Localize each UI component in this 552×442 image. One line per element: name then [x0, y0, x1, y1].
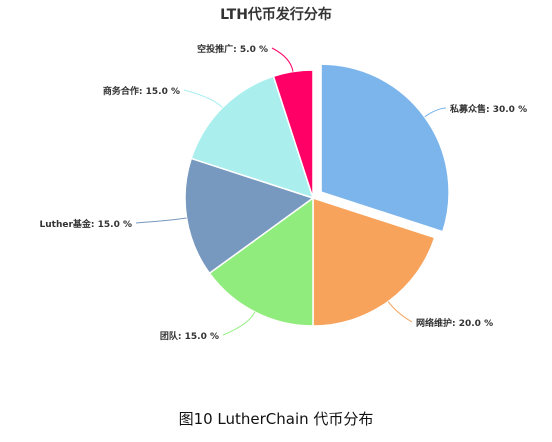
slice-label: 私募众售: 30.0 %: [449, 103, 527, 115]
label-connector: [183, 89, 223, 108]
slice-label: 团队: 15.0 %: [160, 330, 219, 342]
pie-chart: LTH代币发行分布 私募众售: 30.0 % 网络维护: 20.0 % 团队: 15…: [40, 7, 528, 342]
chart-title: LTH代币发行分布: [220, 7, 332, 23]
slice-label: 商务合作: 15.0 %: [103, 85, 180, 97]
pie-svg: 私募众售: 30.0 % 网络维护: 20.0 % 团队: 15.0 % Luther…: [40, 43, 528, 342]
slice-label: Luther基金: 15.0 %: [40, 218, 132, 230]
pie-slice: [272, 69, 314, 199]
label-connector: [387, 301, 413, 323]
pie-slice: [184, 157, 315, 275]
pie-slice: [312, 196, 436, 327]
pie-slice: [320, 63, 450, 233]
figure-caption: 图10 LutherChain 代币分布: [178, 410, 374, 428]
slice-label: 网络维护: 20.0 %: [416, 317, 493, 329]
label-connector: [222, 311, 256, 336]
pie-slice: [208, 196, 314, 327]
label-connector: [271, 47, 294, 72]
slice-label: 空投推广: 5.0 %: [197, 43, 268, 55]
label-connector: [424, 107, 447, 118]
label-connector: [135, 217, 187, 224]
